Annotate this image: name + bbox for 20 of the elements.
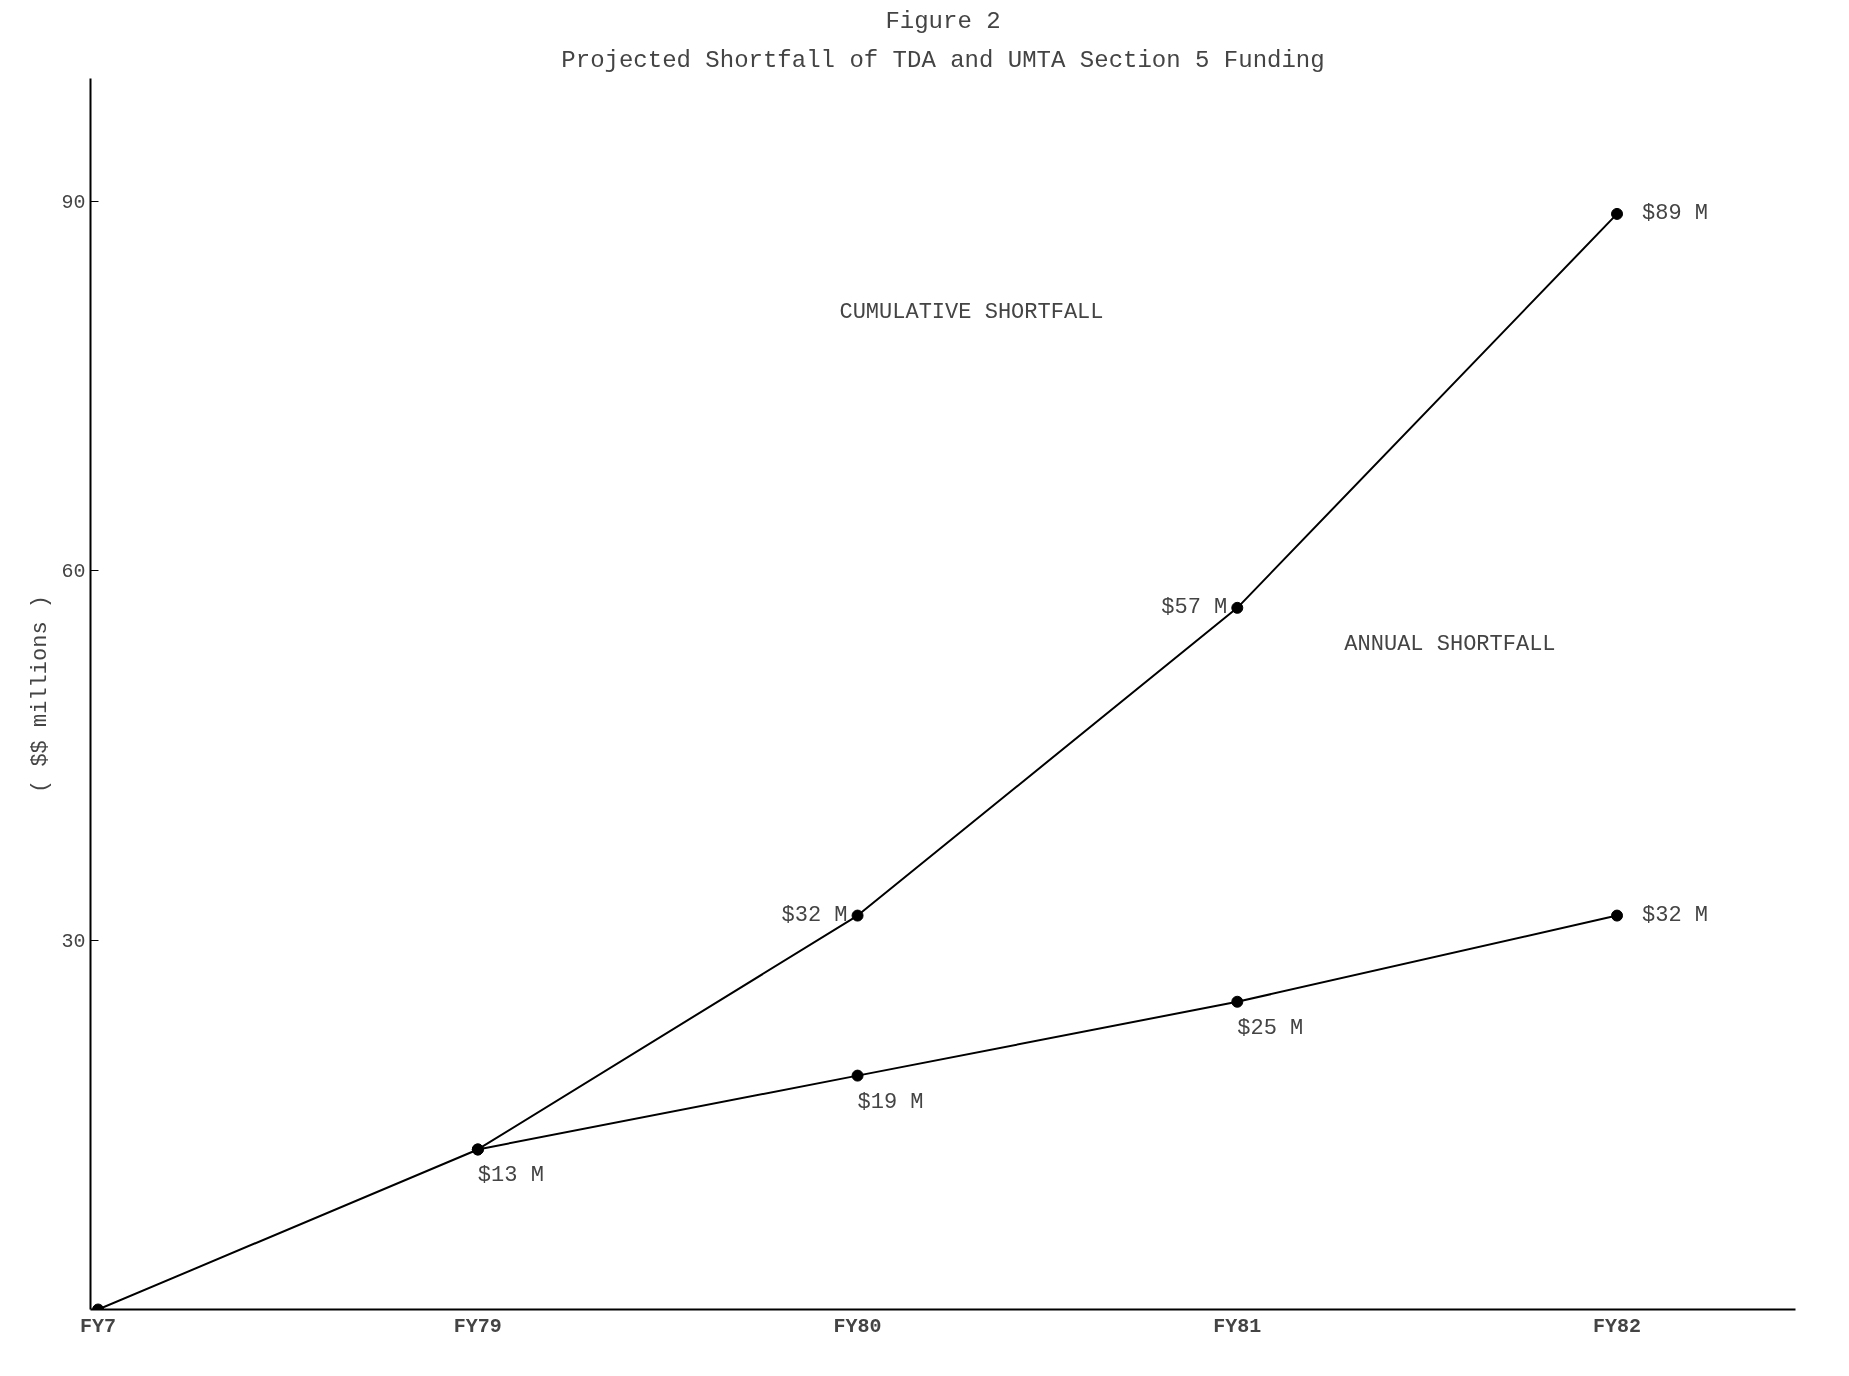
x-tick-label: FY79 xyxy=(453,1314,502,1338)
x-tick-label: FY81 xyxy=(1213,1314,1262,1338)
chart-title: Figure 2 xyxy=(885,7,1001,35)
annotation: ANNUAL SHORTFALL xyxy=(1344,632,1556,658)
x-tick-label: FY82 xyxy=(1593,1314,1642,1338)
data-label: $89 M xyxy=(1642,201,1709,227)
y-tick-label: 90 xyxy=(61,191,86,215)
data-label: $13 M xyxy=(477,1163,544,1189)
annotation: CUMULATIVE SHORTFALL xyxy=(839,299,1104,325)
data-label: $57 M xyxy=(1161,595,1228,621)
y-tick-label: 30 xyxy=(61,929,86,953)
chart-subtitle: Projected Shortfall of TDA and UMTA Section 5 Funding xyxy=(561,46,1325,74)
y-tick-label: 60 xyxy=(61,560,86,584)
x-tick-label: FY80 xyxy=(833,1314,882,1338)
data-label: $25 M xyxy=(1237,1015,1304,1041)
x-tick-label: FY7 xyxy=(80,1314,117,1338)
data-label: $19 M xyxy=(857,1089,924,1115)
data-label: $32 M xyxy=(781,903,848,929)
data-label: $32 M xyxy=(1642,903,1709,929)
y-axis-title: ( $$ millions ) xyxy=(28,594,54,794)
